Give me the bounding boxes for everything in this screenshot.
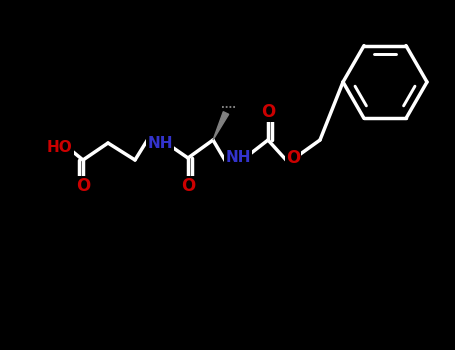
Text: O: O — [261, 103, 275, 121]
Text: O: O — [181, 177, 195, 195]
Polygon shape — [213, 112, 229, 140]
Text: HO: HO — [47, 140, 73, 155]
Text: ....: .... — [222, 100, 237, 110]
Text: NH: NH — [147, 135, 173, 150]
Text: O: O — [76, 177, 90, 195]
Text: O: O — [286, 149, 300, 167]
Text: NH: NH — [225, 150, 251, 166]
